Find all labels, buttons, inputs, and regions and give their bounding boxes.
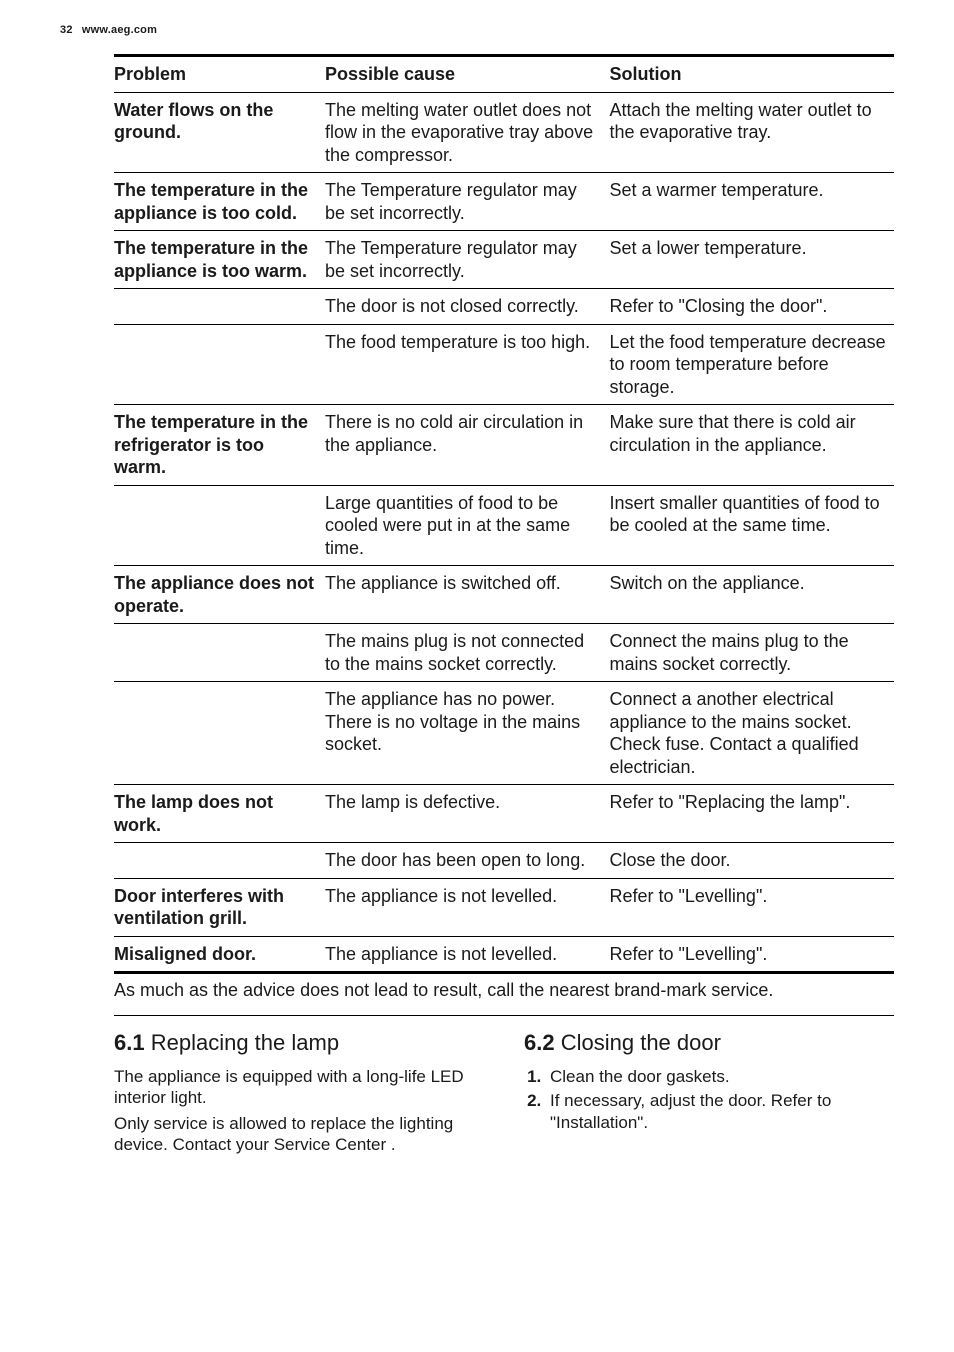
cell-cause: The Temperature regulator may be set inc… bbox=[325, 173, 609, 231]
page: 32 www.aeg.com Problem Possible cause So… bbox=[0, 0, 954, 1352]
section-title: Replacing the lamp bbox=[151, 1030, 339, 1055]
cell-problem: Water flows on the ground. bbox=[114, 92, 325, 173]
table-row: Misaligned door.The appliance is not lev… bbox=[114, 936, 894, 973]
left-column: 6.1 Replacing the lamp The appliance is … bbox=[114, 1030, 484, 1159]
cell-problem: The temperature in the appliance is too … bbox=[114, 173, 325, 231]
cell-solution: Let the food temperature decrease to roo… bbox=[609, 324, 894, 405]
cell-solution: Connect the mains plug to the mains sock… bbox=[609, 624, 894, 682]
cell-problem bbox=[114, 682, 325, 785]
table-row: The appliance has no power. There is no … bbox=[114, 682, 894, 785]
cell-problem bbox=[114, 324, 325, 405]
cell-cause: The door is not closed correctly. bbox=[325, 289, 609, 325]
cell-solution: Insert smaller quantities of food to be … bbox=[609, 485, 894, 566]
page-number: 32 bbox=[60, 24, 73, 36]
section-heading-replacing-lamp: 6.1 Replacing the lamp bbox=[114, 1030, 484, 1056]
table-row: The temperature in the appliance is too … bbox=[114, 231, 894, 289]
table-row: The lamp does not work.The lamp is defec… bbox=[114, 785, 894, 843]
cell-solution: Refer to "Closing the door". bbox=[609, 289, 894, 325]
cell-problem: Misaligned door. bbox=[114, 936, 325, 973]
lamp-body-1: The appliance is equipped with a long-li… bbox=[114, 1066, 484, 1109]
cell-cause: The Temperature regulator may be set inc… bbox=[325, 231, 609, 289]
cell-cause: The door has been open to long. bbox=[325, 843, 609, 879]
site-url: www.aeg.com bbox=[82, 24, 157, 36]
cell-problem bbox=[114, 485, 325, 566]
col-solution: Solution bbox=[609, 56, 894, 93]
cell-cause: There is no cold air circulation in the … bbox=[325, 405, 609, 486]
page-header: 32 www.aeg.com bbox=[60, 24, 894, 36]
cell-problem: The temperature in the appliance is too … bbox=[114, 231, 325, 289]
cell-problem: The lamp does not work. bbox=[114, 785, 325, 843]
cell-solution: Refer to "Levelling". bbox=[609, 936, 894, 973]
cell-problem: Door interferes with ventilation grill. bbox=[114, 878, 325, 936]
cell-cause: Large quantities of food to be cooled we… bbox=[325, 485, 609, 566]
table-row: The mains plug is not connected to the m… bbox=[114, 624, 894, 682]
cell-solution: Set a warmer temperature. bbox=[609, 173, 894, 231]
lamp-body-2: Only service is allowed to replace the l… bbox=[114, 1113, 484, 1156]
table-row: The food temperature is too high.Let the… bbox=[114, 324, 894, 405]
cell-cause: The melting water outlet does not flow i… bbox=[325, 92, 609, 173]
step-1: Clean the door gaskets. bbox=[546, 1066, 894, 1088]
section-heading-closing-door: 6.2 Closing the door bbox=[524, 1030, 894, 1056]
cell-cause: The mains plug is not connected to the m… bbox=[325, 624, 609, 682]
cell-solution: Switch on the appliance. bbox=[609, 566, 894, 624]
table-row: The temperature in the refrigerator is t… bbox=[114, 405, 894, 486]
section-number: 6.2 bbox=[524, 1030, 555, 1055]
table-row: The door has been open to long.Close the… bbox=[114, 843, 894, 879]
table-row: Large quantities of food to be cooled we… bbox=[114, 485, 894, 566]
table-header-row: Problem Possible cause Solution bbox=[114, 56, 894, 93]
cell-problem bbox=[114, 289, 325, 325]
table-row: Water flows on the ground.The melting wa… bbox=[114, 92, 894, 173]
right-column: 6.2 Closing the door Clean the door gask… bbox=[524, 1030, 894, 1159]
section-title: Closing the door bbox=[561, 1030, 721, 1055]
section-number: 6.1 bbox=[114, 1030, 145, 1055]
table-row: The temperature in the appliance is too … bbox=[114, 173, 894, 231]
cell-problem bbox=[114, 624, 325, 682]
troubleshooting-table: Problem Possible cause Solution Water fl… bbox=[114, 54, 894, 974]
cell-solution: Refer to "Levelling". bbox=[609, 878, 894, 936]
cell-cause: The appliance is not levelled. bbox=[325, 936, 609, 973]
cell-solution: Connect a another electrical appliance t… bbox=[609, 682, 894, 785]
cell-solution: Close the door. bbox=[609, 843, 894, 879]
cell-solution: Set a lower temperature. bbox=[609, 231, 894, 289]
body-columns: 6.1 Replacing the lamp The appliance is … bbox=[114, 1016, 894, 1159]
table-row: Door interferes with ventilation grill.T… bbox=[114, 878, 894, 936]
cell-cause: The food temperature is too high. bbox=[325, 324, 609, 405]
step-2: If necessary, adjust the door. Refer to … bbox=[546, 1090, 894, 1134]
cell-solution: Make sure that there is cold air circula… bbox=[609, 405, 894, 486]
cell-solution: Refer to "Replacing the lamp". bbox=[609, 785, 894, 843]
cell-cause: The appliance has no power. There is no … bbox=[325, 682, 609, 785]
cell-problem: The temperature in the refrigerator is t… bbox=[114, 405, 325, 486]
table-row: The door is not closed correctly.Refer t… bbox=[114, 289, 894, 325]
cell-cause: The lamp is defective. bbox=[325, 785, 609, 843]
table-row: The appliance does not operate.The appli… bbox=[114, 566, 894, 624]
closing-door-steps: Clean the door gaskets. If necessary, ad… bbox=[524, 1066, 894, 1134]
col-problem: Problem bbox=[114, 56, 325, 93]
cell-cause: The appliance is switched off. bbox=[325, 566, 609, 624]
cell-solution: Attach the melting water outlet to the e… bbox=[609, 92, 894, 173]
col-cause: Possible cause bbox=[325, 56, 609, 93]
cell-cause: The appliance is not levelled. bbox=[325, 878, 609, 936]
table-footnote: As much as the advice does not lead to r… bbox=[114, 974, 894, 1016]
cell-problem: The appliance does not operate. bbox=[114, 566, 325, 624]
cell-problem bbox=[114, 843, 325, 879]
